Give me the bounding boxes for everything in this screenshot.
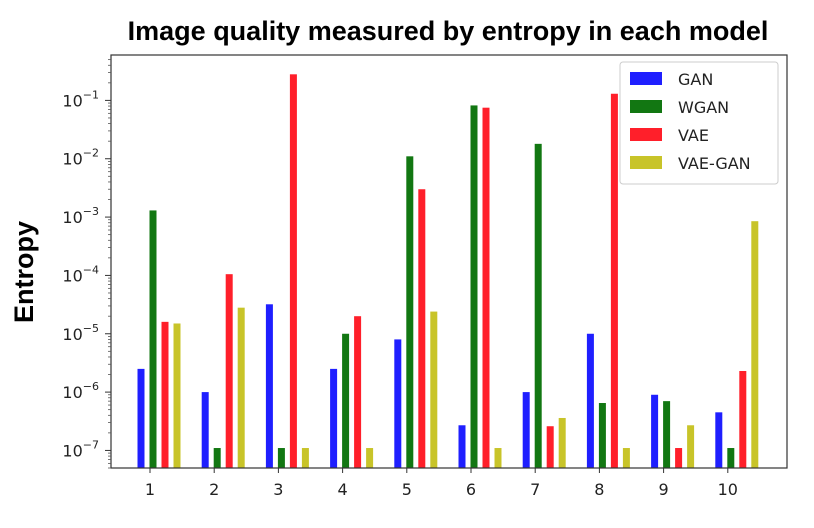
- bar-vae-gan-3: [301, 448, 309, 468]
- x-tick-label: 6: [466, 480, 476, 499]
- bar-wgan-6: [470, 105, 478, 469]
- x-tick-label: 7: [530, 480, 540, 499]
- x-tick-label: 10: [718, 480, 738, 499]
- bar-wgan-7: [534, 143, 542, 469]
- bar-wgan-8: [598, 403, 606, 468]
- y-tick-label: 10−7: [62, 438, 99, 460]
- x-tick-label: 9: [659, 480, 669, 499]
- bar-vae-5: [418, 189, 426, 468]
- bar-gan-4: [330, 368, 338, 468]
- legend-box: [619, 61, 779, 185]
- bar-gan-6: [458, 425, 466, 468]
- bar-vae-8: [610, 93, 618, 468]
- legend-label-vae-gan: VAE-GAN: [678, 154, 751, 173]
- bar-gan-1: [137, 368, 145, 468]
- x-ticks: 1 2 3 4 5 6 7 8 9 10: [145, 468, 738, 499]
- legend-label-wgan: WGAN: [678, 98, 729, 117]
- x-tick-label: 1: [145, 480, 155, 499]
- bar-vae-4: [354, 316, 362, 468]
- bar-vae-9: [675, 448, 683, 468]
- y-tick-label: 10−1: [62, 88, 99, 110]
- bar-vae-3: [289, 74, 297, 468]
- legend-swatch-wgan: [630, 100, 662, 113]
- y-ticks: 10−7 10−6 10−5 10−4 10−3 10−2 10−1: [62, 59, 111, 469]
- bar-gan-9: [651, 394, 659, 468]
- bar-gan-3: [265, 304, 273, 468]
- bar-wgan-10: [727, 448, 735, 468]
- x-tick-label: 4: [338, 480, 348, 499]
- legend: GAN WGAN VAE VAE-GAN: [619, 61, 779, 185]
- legend-swatch-vae: [630, 128, 662, 141]
- y-tick-label: 10−4: [62, 263, 99, 285]
- bar-wgan-9: [663, 401, 671, 468]
- bar-gan-10: [715, 412, 723, 468]
- bar-vae-10: [739, 370, 747, 468]
- bar-gan-8: [586, 333, 594, 468]
- x-tick-label: 5: [402, 480, 412, 499]
- legend-swatch-vae-gan: [630, 156, 662, 169]
- bar-vae-gan-7: [558, 417, 566, 468]
- y-tick-label: 10−2: [62, 147, 99, 169]
- bar-vae-gan-10: [751, 221, 759, 468]
- bar-wgan-2: [213, 448, 221, 468]
- bar-wgan-1: [149, 210, 157, 468]
- x-tick-label: 3: [273, 480, 283, 499]
- legend-swatch-gan: [630, 72, 662, 85]
- bar-gan-2: [201, 392, 209, 468]
- x-tick-label: 8: [594, 480, 604, 499]
- x-tick-label: 2: [209, 480, 219, 499]
- bar-wgan-4: [342, 333, 350, 468]
- bar-vae-gan-9: [687, 425, 695, 468]
- bar-gan-7: [522, 392, 530, 468]
- bar-vae-2: [225, 274, 233, 468]
- legend-label-vae: VAE: [678, 126, 709, 145]
- bars-group: [137, 74, 759, 469]
- bar-vae-7: [546, 426, 554, 468]
- bar-vae-gan-6: [494, 448, 502, 468]
- y-tick-label: 10−6: [62, 380, 99, 402]
- y-tick-label: 10−3: [62, 205, 99, 227]
- plot-frame: [110, 54, 788, 469]
- bar-vae-gan-4: [366, 448, 374, 468]
- legend-label-gan: GAN: [678, 70, 713, 89]
- bar-vae-gan-2: [237, 307, 245, 468]
- bar-vae-gan-5: [430, 311, 438, 468]
- y-axis-label: Entropy: [9, 221, 39, 323]
- bar-wgan-5: [406, 156, 414, 468]
- bar-vae-gan-1: [173, 323, 181, 468]
- bar-vae-gan-8: [622, 448, 630, 468]
- bar-wgan-3: [277, 448, 285, 468]
- bar-vae-1: [161, 321, 169, 468]
- bar-vae-6: [482, 107, 490, 468]
- y-tick-label: 10−5: [62, 322, 99, 344]
- bar-gan-5: [394, 339, 402, 468]
- chart-title: Image quality measured by entropy in eac…: [128, 16, 769, 46]
